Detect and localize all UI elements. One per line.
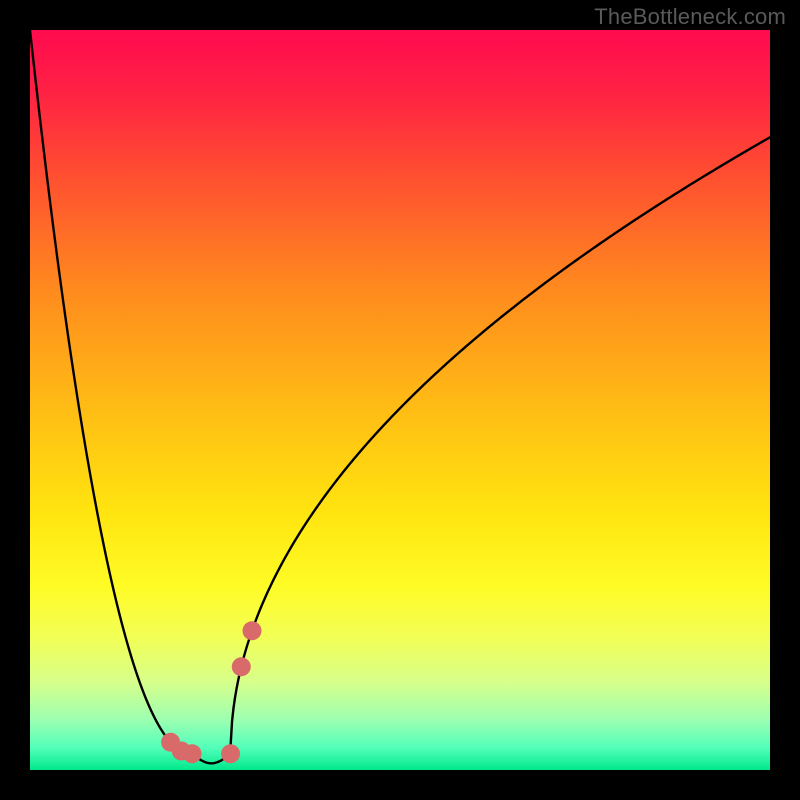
chart-svg — [0, 0, 800, 800]
root-container: TheBottleneck.com — [0, 0, 800, 800]
watermark-text: TheBottleneck.com — [594, 4, 786, 30]
optimum-marker-dot — [243, 621, 262, 640]
optimum-marker-dot — [221, 744, 240, 763]
plot-background — [30, 30, 770, 770]
optimum-marker-dot — [232, 657, 251, 676]
optimum-marker-dot — [183, 744, 202, 763]
